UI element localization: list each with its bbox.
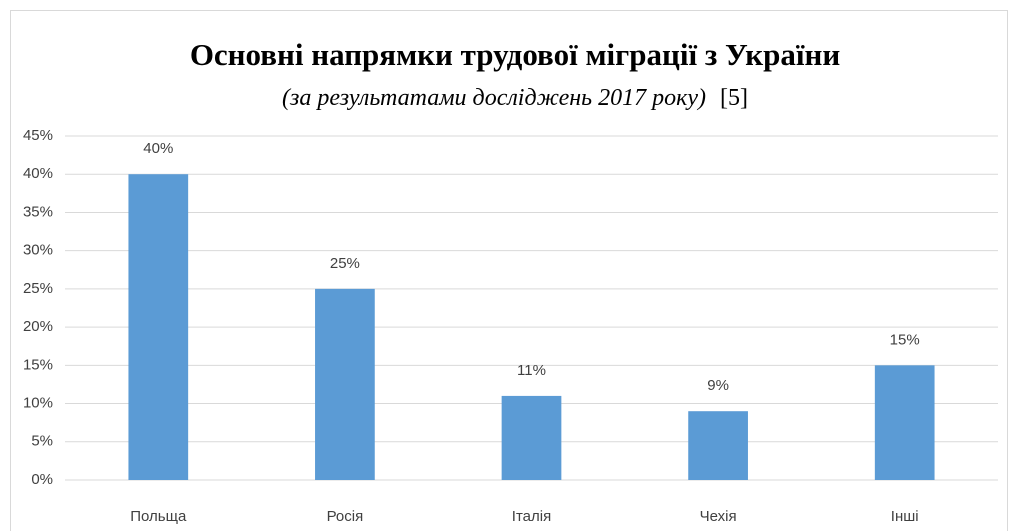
chart-subtitle-line: (за результатами досліджень 2017 року) [5…: [282, 85, 748, 111]
chart-title: Основні напрямки трудової міграції з Укр…: [190, 37, 841, 72]
bar: [315, 288, 375, 480]
bar: [501, 395, 562, 480]
y-tick-label: 40%: [23, 165, 53, 182]
x-tick-label: Італія: [512, 508, 551, 525]
data-label: 25%: [330, 255, 360, 272]
y-tick-label: 25%: [23, 280, 53, 297]
data-label: 40%: [143, 140, 173, 157]
data-label: 9%: [707, 377, 729, 394]
data-label: 11%: [517, 362, 546, 379]
x-tick-label: Чехія: [700, 508, 737, 525]
bar: [874, 365, 935, 480]
bar: [688, 411, 748, 480]
chart-reference: [5]: [720, 85, 748, 111]
y-tick-label: 45%: [23, 127, 53, 144]
y-tick-label: 20%: [23, 318, 53, 335]
x-tick-label: Росія: [327, 508, 364, 525]
bar: [128, 174, 189, 480]
x-tick-label: Інші: [891, 508, 919, 525]
y-tick-label: 0%: [31, 471, 53, 488]
y-tick-label: 5%: [31, 433, 53, 450]
y-tick-label: 35%: [23, 203, 53, 220]
data-label: 15%: [890, 331, 920, 348]
x-tick-label: Польща: [130, 508, 187, 525]
y-tick-label: 15%: [23, 356, 53, 373]
chart-subtitle: (за результатами досліджень 2017 року): [282, 85, 706, 111]
y-tick-label: 30%: [23, 242, 53, 259]
y-tick-label: 10%: [23, 395, 53, 412]
